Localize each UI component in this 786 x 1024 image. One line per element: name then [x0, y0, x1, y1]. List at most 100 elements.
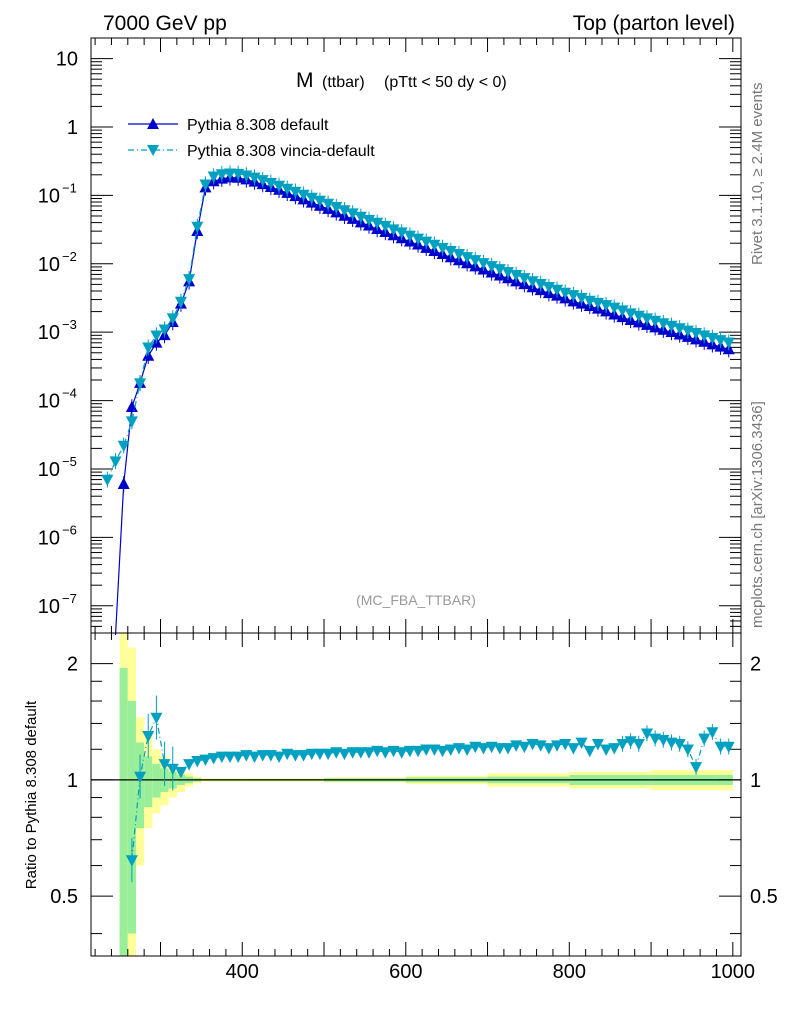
y-tick-exponent: −2 — [62, 249, 77, 264]
series-point-1 — [223, 168, 236, 180]
ratio-point — [706, 727, 719, 739]
ratio-point — [305, 748, 318, 761]
ratio-point — [567, 743, 580, 755]
y-tick-exponent: −5 — [62, 454, 77, 469]
plot-title-sub: (ttbar) — [322, 74, 365, 91]
ratio-point — [150, 712, 163, 725]
series-point-1 — [354, 211, 367, 224]
series-point-1 — [264, 177, 277, 190]
series-point-1 — [199, 179, 212, 191]
ratio-point — [362, 747, 375, 759]
ratio-panel: 0.5 0.5 1 1 2 2 Ratio to Pythia 8.308 default… — [23, 38, 778, 983]
ratio-point — [501, 743, 514, 755]
series-point-1 — [551, 284, 564, 297]
series-point-1 — [183, 274, 196, 286]
y-tick-exponent: −4 — [62, 386, 77, 401]
ratio-point — [207, 753, 220, 765]
y-tick-exponent: −1 — [62, 180, 77, 195]
ratio-point — [338, 748, 351, 761]
legend-label-default: Pythia 8.308 default — [187, 117, 329, 134]
ratio-point — [248, 751, 261, 764]
ratio-series — [125, 695, 735, 883]
series-point-1 — [305, 192, 318, 205]
series-point-1 — [477, 258, 490, 270]
ratio-point — [289, 750, 302, 762]
series-point-1 — [420, 236, 433, 249]
series-point-1 — [150, 330, 163, 342]
series-point-0 — [117, 477, 130, 489]
ratio-point — [673, 738, 686, 751]
ratio-point — [714, 741, 727, 754]
y-tick-label: 1 — [67, 117, 78, 139]
ratio-band-inner — [152, 763, 161, 798]
ratio-point — [223, 751, 236, 764]
y-tick-label: 10 — [38, 527, 60, 549]
ratio-point — [346, 747, 359, 759]
ratio-point — [412, 745, 425, 758]
series-point-1 — [452, 248, 465, 261]
series-point-1 — [191, 221, 204, 234]
series-point-1 — [289, 186, 302, 199]
y-tick-exponent: −3 — [62, 317, 77, 332]
y-tick-exponent: −7 — [62, 591, 77, 606]
y-tick-label: 10 — [38, 596, 60, 618]
ratio-point — [616, 738, 629, 751]
x-tick-label: 600 — [389, 961, 422, 983]
ratio-band-inner — [127, 701, 136, 934]
ratio-point — [191, 756, 204, 768]
series-point-1 — [117, 440, 130, 453]
ratio-point — [632, 738, 645, 751]
ratio-point — [551, 740, 564, 752]
ratio-point — [591, 738, 604, 751]
series-point-1 — [338, 205, 351, 217]
series-point-0 — [125, 400, 138, 413]
series-point-1 — [403, 230, 416, 243]
series-point-1 — [125, 416, 138, 428]
series-point-1 — [387, 224, 400, 236]
ratio-y-tick-label-right: 0.5 — [750, 886, 778, 908]
series-point-1 — [346, 208, 359, 220]
series-point-1 — [722, 337, 735, 349]
y-tick-label: 10 — [38, 322, 60, 344]
ratio-point — [477, 743, 490, 755]
series-point-1 — [101, 474, 114, 487]
series-point-1 — [330, 202, 343, 214]
series-point-1 — [281, 183, 294, 196]
ratio-point — [215, 751, 228, 764]
ratio-point — [134, 771, 147, 784]
ratio-point — [166, 763, 179, 776]
ratio-y-tick-label-right: 2 — [750, 654, 761, 676]
ratio-band-inner — [144, 756, 153, 808]
y-tick-label: 10 — [56, 49, 78, 71]
legend-marker-vincia — [147, 145, 159, 156]
ratio-point — [158, 759, 171, 771]
series-point-1 — [297, 189, 310, 202]
ratio-point — [395, 747, 408, 759]
ratio-point — [681, 744, 694, 756]
legend-marker-default — [147, 118, 159, 129]
legend-label-vincia: Pythia 8.308 vincia-default — [187, 143, 375, 160]
ratio-point — [174, 766, 187, 779]
series-point-1 — [444, 245, 457, 258]
series-point-1 — [273, 180, 286, 193]
ratio-point — [575, 737, 588, 750]
analysis-watermark: (MC_FBA_TTBAR) — [356, 592, 476, 608]
ratio-point — [640, 728, 653, 740]
ratio-point — [608, 743, 621, 755]
ratio-point — [354, 747, 367, 759]
ratio-point — [690, 762, 703, 774]
series-point-1 — [575, 292, 588, 305]
ratio-point — [199, 754, 212, 766]
ratio-y-tick-label-right: 1 — [750, 770, 761, 792]
ratio-point — [518, 741, 531, 754]
ratio-point — [600, 744, 613, 756]
ratio-point — [559, 738, 572, 751]
ratio-point — [232, 751, 245, 764]
ratio-point — [273, 751, 286, 764]
ratio-point — [436, 745, 449, 758]
x-tick-label: 400 — [226, 961, 259, 983]
ratio-point — [542, 743, 555, 755]
series-point-1 — [109, 456, 122, 468]
